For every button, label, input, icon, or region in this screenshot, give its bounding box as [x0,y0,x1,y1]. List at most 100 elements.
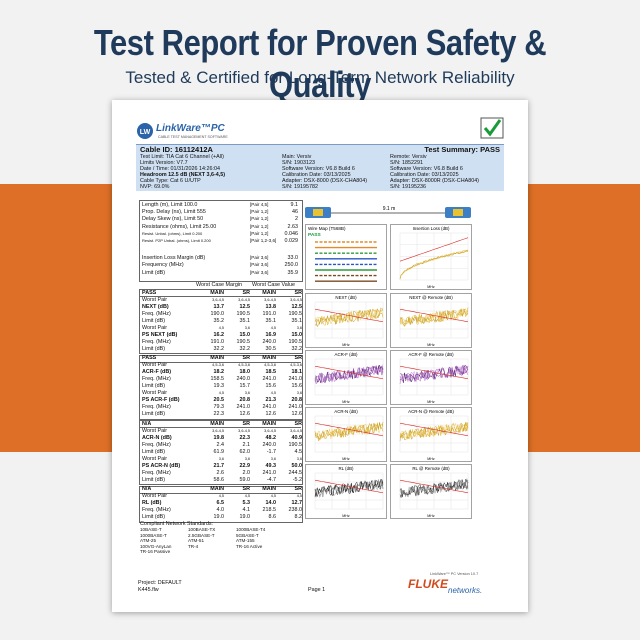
cell: 14.0 [265,500,277,507]
cell: 4,5 [218,391,224,396]
measure-value: 2 [295,216,298,223]
measure-box [139,200,303,282]
cell: Freq. (MHz) [142,338,171,345]
cell: 3,6 [296,456,302,461]
cell: 19.0 [239,514,251,521]
cell: 35.1 [265,317,277,324]
trace [399,364,469,383]
standard: TR-16 Passive [140,549,171,555]
frame [305,224,387,290]
measure-pair: [Pair 1,2] [250,223,269,229]
cell: 4,5-3,6 [238,363,250,368]
cell: 4.0 [216,507,225,514]
measure-pair: [Pair 1,2] [250,209,269,215]
measure-label: Length (m), Limit 100.0 [142,202,198,208]
brand: FLUKE [408,577,448,591]
limit-line [399,365,469,380]
cell: 241.0 [262,376,277,383]
cell: MAIN [262,355,276,362]
cell: Worst Pair [142,362,168,369]
length-label: 9.1 m [383,206,396,212]
cell: 32.2 [291,345,303,352]
summary: Test Summary: PASS [424,145,500,154]
cell: 4,5-3,6 [212,363,224,368]
limit-line [314,479,384,494]
cell: 241.0 [262,404,277,411]
axis-unit: MHz [427,457,435,461]
cell: SR [242,486,251,493]
info: Date / Time: 01/31/2026 14:26:04 [140,165,221,172]
info: S/N: 1903123 [282,159,315,166]
cell: Worst Pair [142,296,168,303]
cell: Limit (dB) [142,383,166,390]
cell: 191.0 [262,310,277,317]
cell: MAIN [262,289,276,296]
cell: 61.9 [213,448,225,455]
measure-value: 46 [292,209,298,216]
cell: 3,6-4,5 [290,297,302,302]
cell: 19.8 [213,434,225,441]
trace [399,365,469,382]
graph: Insertion Loss (dB) MHz [390,224,472,290]
cell: SR [242,420,251,427]
cell: RL (dB) [142,500,162,507]
wire-status: PASS [308,232,322,238]
standard: 1000BASE-T [140,532,167,538]
cell: 12.6 [291,411,303,418]
cell: 12.5 [239,303,251,310]
cell: 4,5 [218,325,224,330]
cell: 15.6 [265,383,277,390]
logo-sub: CABLE TEST MANAGEMENT SOFTWARE [158,135,228,139]
brand-sub: networks. [448,586,483,595]
trace [314,479,384,498]
pass-check [480,117,504,139]
cell: 48.2 [265,434,277,441]
graph-title: ACR-N (dB) [334,409,358,414]
graph: NEXT @ Remote (dB) MHz [390,293,472,348]
cell: 4,5 [218,494,224,499]
cell: 4,5 [270,494,276,499]
trace [314,479,384,498]
cell: 21.3 [265,397,277,404]
measure-value: 9.1 [290,202,299,208]
cell: Limit (dB) [142,411,166,418]
cell: 5.3 [242,500,251,507]
cell: SR [294,420,303,427]
measure-pair: [Pair 3,6] [250,255,269,261]
header-row [139,289,301,297]
limit-line [314,308,384,323]
cell: -1.7 [266,448,276,455]
logo: LinkWare™PC [156,123,225,134]
measure-label: Prop. Delay (ns), Limit 555 [142,209,206,216]
cell: 190.5 [288,310,303,317]
cell: 22.3 [239,434,251,441]
cell: SR [294,355,303,362]
cell: 2.6 [216,469,225,476]
standard: ATM-155 [236,538,255,544]
measure-value: 2.63 [287,223,299,230]
measure-pair: [Pair 3,6] [250,262,269,268]
page: Page 1 [308,587,326,593]
axis-unit: MHz [427,514,435,518]
cell: 4,5 [270,391,276,396]
cell: Worst Pair [142,324,168,331]
trace [314,364,384,384]
cell: 20.5 [213,397,225,404]
cell: 49.3 [265,462,277,469]
cell: 32.2 [239,345,251,352]
cell: 30.5 [265,345,277,352]
cell: 18.1 [291,369,303,376]
info: Limits Version: V7.7 [140,159,188,166]
cell: 190.5 [236,338,251,345]
cell: 12.7 [291,500,303,507]
graph-title: Insertion Loss (dB) [413,226,450,231]
wire-map: Wire Map (T568B)PASS [305,224,387,290]
limit-line [399,479,469,494]
measure-label: Frequency (MHz) [142,262,184,269]
standard: ATM-51 [188,538,204,544]
wire-title: Wire Map (T568B) [308,226,346,231]
device-screen [313,209,323,216]
info: S/N: 19195782 [282,183,318,190]
project: Project: DEFAULT [138,580,182,586]
